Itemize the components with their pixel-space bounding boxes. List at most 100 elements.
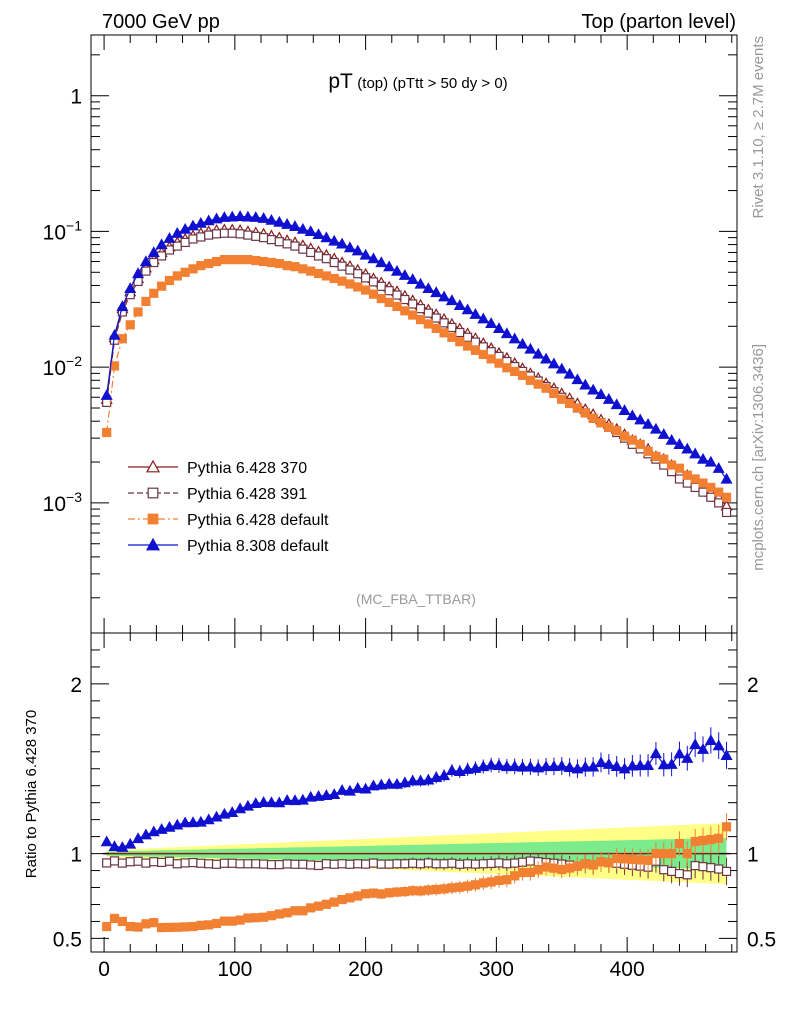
data-point xyxy=(470,337,481,347)
data-point xyxy=(667,460,677,470)
ratio-point xyxy=(439,859,449,869)
data-point xyxy=(392,301,402,312)
ratio-point xyxy=(400,859,410,869)
ratio-point xyxy=(188,921,198,932)
data-point xyxy=(180,237,190,248)
ratio-point xyxy=(642,759,655,770)
ratio-point xyxy=(445,764,458,776)
data-point xyxy=(227,228,237,238)
data-point xyxy=(533,379,543,389)
ytick-label: 1 xyxy=(70,86,82,109)
main-panel: 1 10−1 10−2 10−3 xyxy=(43,34,738,634)
ratio-point xyxy=(463,859,473,869)
ratio-point xyxy=(116,841,129,852)
data-point xyxy=(415,315,426,325)
ratio-point xyxy=(673,747,686,759)
data-point xyxy=(431,323,441,333)
data-point xyxy=(345,279,355,289)
data-point xyxy=(690,482,700,493)
ratio-point xyxy=(251,859,261,869)
ratio-point xyxy=(384,859,394,869)
data-point xyxy=(196,232,206,242)
data-point xyxy=(345,265,355,275)
ratio-point xyxy=(102,858,112,868)
ratio-point xyxy=(706,834,716,845)
ratio-point xyxy=(517,867,528,878)
title-sub1: (top) xyxy=(357,75,388,92)
data-point xyxy=(635,439,645,449)
ratio-point xyxy=(635,855,645,865)
data-point xyxy=(525,375,535,385)
data-point xyxy=(406,273,419,285)
ratio-point xyxy=(133,922,143,932)
ratio-point xyxy=(157,857,167,868)
data-point xyxy=(188,264,198,274)
ratio-point xyxy=(125,857,135,867)
series-3 xyxy=(100,210,733,484)
ratio-point xyxy=(179,816,192,828)
data-point xyxy=(674,463,685,473)
ratio-point xyxy=(524,760,537,772)
ratio-point xyxy=(298,859,308,869)
ratio-point xyxy=(290,906,300,916)
data-point xyxy=(147,246,160,258)
ratio-point xyxy=(243,859,253,869)
data-point xyxy=(445,294,458,306)
ratio-point xyxy=(619,854,630,864)
data-point xyxy=(430,286,443,298)
data-point xyxy=(241,210,254,222)
ratio-point xyxy=(288,794,302,806)
ratio-point xyxy=(266,911,277,921)
data-point xyxy=(721,492,732,502)
ratio-point xyxy=(353,859,363,869)
data-point xyxy=(329,257,339,268)
ratio-point xyxy=(211,859,222,869)
data-point xyxy=(368,289,379,299)
ratio-point xyxy=(210,810,223,822)
data-point xyxy=(353,269,363,279)
ratio-point xyxy=(508,760,521,771)
data-point xyxy=(141,296,151,307)
data-point xyxy=(453,299,466,311)
data-point xyxy=(408,299,418,309)
ratio-panel: 0.5 0.5 1 1 2 2 0 100 200 300 400 xyxy=(53,632,776,981)
data-point xyxy=(259,233,269,243)
data-point xyxy=(477,312,490,324)
data-point xyxy=(321,271,331,281)
ratio-point xyxy=(204,920,214,930)
data-point xyxy=(179,222,192,234)
data-point xyxy=(555,362,568,374)
ratio-point xyxy=(251,913,261,923)
ratio-point xyxy=(696,742,710,754)
ratio-point xyxy=(257,796,270,807)
ratio-point xyxy=(712,739,725,751)
ratio-ytick-label: 0.5 xyxy=(53,928,82,951)
ratio-point xyxy=(353,891,363,901)
data-point xyxy=(155,238,168,250)
ratio-point xyxy=(124,837,137,849)
ratio-point xyxy=(351,782,364,793)
data-point xyxy=(218,211,231,222)
ratio-frame xyxy=(90,632,738,953)
ratio-point xyxy=(461,763,474,774)
data-point xyxy=(541,383,551,393)
data-point xyxy=(226,210,239,222)
ratio-point xyxy=(243,913,253,923)
data-point xyxy=(116,300,129,312)
ratio-point xyxy=(415,886,426,896)
ratio-point xyxy=(282,908,292,918)
mcplots-label: mcplots.cern.ch [arXiv:1306.3436] xyxy=(750,344,767,571)
ratio-point xyxy=(721,822,732,832)
ratio-point xyxy=(109,856,120,866)
data-point xyxy=(390,264,404,276)
ratio-point xyxy=(102,921,112,932)
data-point xyxy=(682,478,692,488)
ratio-point xyxy=(604,857,614,868)
ratio-point xyxy=(634,759,647,771)
data-point xyxy=(557,394,567,404)
ratio-point xyxy=(414,774,427,786)
data-point xyxy=(563,367,576,379)
ratio-point xyxy=(618,762,631,774)
ratio-point xyxy=(463,881,473,891)
data-point xyxy=(415,304,426,314)
